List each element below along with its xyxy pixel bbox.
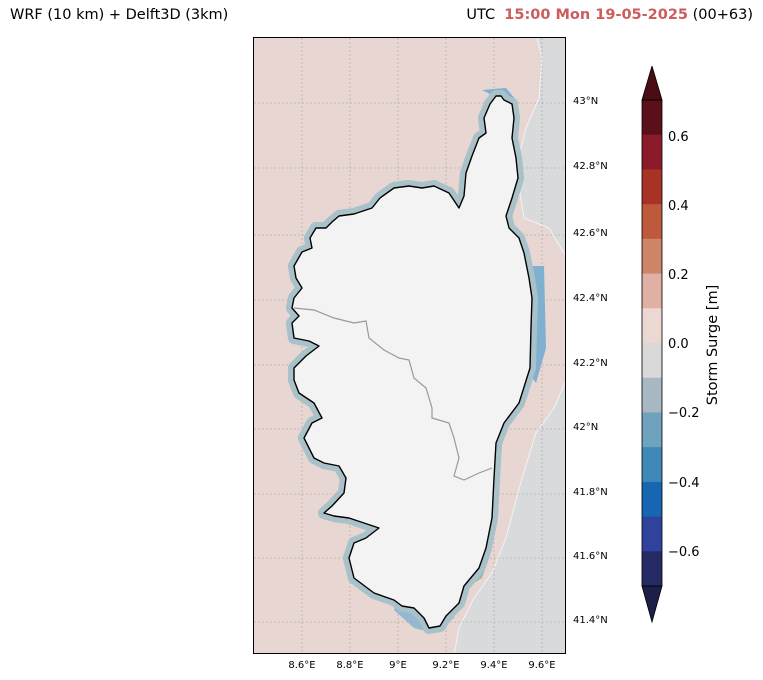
lat-label-42: 42°N	[573, 422, 599, 433]
lon-label-9-2: 9.2°E	[432, 660, 460, 671]
colorbar-tick-neg-0-4: −0.4	[668, 476, 700, 491]
lat-label-42-2: 42.2°N	[573, 358, 608, 369]
colorbar-segment	[642, 343, 662, 379]
zero-surge-area	[454, 38, 565, 653]
colorbar-segment	[642, 308, 662, 344]
colorbar-segment	[642, 377, 662, 413]
lon-label-8-6: 8.6°E	[288, 660, 316, 671]
colorbar-tick-neg-0-2: −0.2	[668, 406, 700, 421]
colorbar-tick-0-2: 0.2	[668, 268, 689, 283]
zero-contour-south	[453, 381, 565, 653]
lon-label-9-4: 9.4°E	[480, 660, 508, 671]
colorbar-segment	[642, 412, 662, 448]
colorbar-extend-top	[641, 66, 663, 101]
figure-title-right: UTC 15:00 Mon 19-05-2025 (00+63)	[466, 7, 753, 23]
colorbar-tick-neg-0-6: −0.6	[668, 545, 700, 560]
colorbar-segment	[642, 134, 662, 170]
lat-label-42-6: 42.6°N	[573, 228, 608, 239]
figure-title-left: WRF (10 km) + Delft3D (3km)	[10, 7, 229, 23]
colorbar-segment	[642, 169, 662, 205]
lat-label-41-4: 41.4°N	[573, 615, 608, 626]
colorbar-segment	[642, 238, 662, 274]
lon-label-9: 9°E	[389, 660, 407, 671]
lat-label-43: 43°N	[573, 96, 599, 107]
colorbar-tick-0-6: 0.6	[668, 130, 689, 145]
forecast-lead: (00+63)	[692, 7, 753, 23]
utc-label: UTC	[466, 7, 496, 23]
lat-label-42-8: 42.8°N	[573, 161, 608, 172]
map-panel	[253, 37, 566, 654]
storm-surge-map	[254, 38, 565, 653]
colorbar-segment	[642, 516, 662, 552]
colorbar-extend-bottom	[641, 585, 663, 624]
department-border	[293, 307, 493, 481]
lat-label-42-4: 42.4°N	[573, 293, 608, 304]
colorbar	[641, 66, 663, 624]
colorbar-tick-0-4: 0.4	[668, 199, 689, 214]
colorbar-outline	[641, 99, 663, 587]
colorbar-segments	[641, 66, 663, 624]
corsica-coastline	[291, 95, 533, 629]
colorbar-tick-0-0: 0.0	[668, 337, 689, 352]
colorbar-segment	[642, 551, 662, 587]
lon-label-8-8: 8.8°E	[336, 660, 364, 671]
colorbar-segment	[642, 273, 662, 309]
colorbar-segment	[642, 204, 662, 240]
lon-label-9-6: 9.6°E	[528, 660, 556, 671]
forecast-time: 15:00 Mon 19-05-2025	[504, 7, 689, 23]
colorbar-segment	[642, 100, 662, 136]
lat-label-41-6: 41.6°N	[573, 551, 608, 562]
zero-contour	[515, 38, 565, 256]
lat-label-41-8: 41.8°N	[573, 487, 608, 498]
colorbar-segment	[642, 481, 662, 517]
colorbar-segment	[642, 447, 662, 483]
colorbar-title: Storm Surge [m]	[705, 284, 721, 406]
